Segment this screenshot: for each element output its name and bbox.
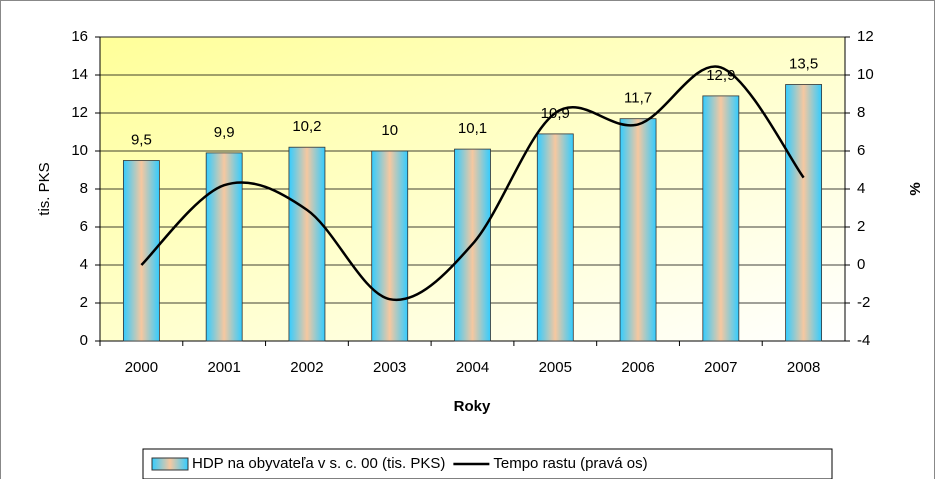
x-axis-label: Roky — [454, 398, 491, 415]
y2-tick-label: -4 — [857, 332, 870, 349]
data-label: 10,1 — [458, 120, 487, 137]
y-tick-label: 8 — [80, 180, 88, 197]
bar — [205, 152, 243, 342]
x-tick-label: 2000 — [125, 359, 158, 376]
line — [140, 65, 805, 302]
x-tick-label: 2007 — [704, 359, 737, 376]
data-label: 10,2 — [292, 118, 321, 135]
data-label: 9,9 — [214, 124, 235, 141]
y-tick-label: 10 — [71, 142, 88, 159]
bar — [702, 95, 740, 342]
data-label: 10 — [381, 122, 398, 139]
y-tick-label: 4 — [80, 256, 88, 273]
y2-tick-label: 2 — [857, 218, 865, 235]
x-tick-label: 2001 — [207, 359, 240, 376]
legend-swatch — [151, 457, 189, 471]
y2-tick-label: 10 — [857, 66, 874, 83]
data-label: 11,7 — [624, 90, 652, 107]
x-tick-label: 2004 — [456, 359, 489, 376]
y2-tick-label: 4 — [857, 180, 865, 197]
y-tick-label: 0 — [80, 332, 88, 349]
bar — [288, 146, 326, 342]
y-axis-label: tis. PKS — [36, 162, 53, 215]
y2-tick-label: 6 — [857, 142, 865, 159]
x-tick-label: 2008 — [787, 359, 820, 376]
legend-label: Tempo rastu (pravá os) — [493, 455, 647, 472]
y-tick-label: 2 — [80, 294, 88, 311]
y2-axis-label: % — [907, 182, 924, 195]
data-label: 9,5 — [131, 131, 152, 148]
x-tick-label: 2002 — [290, 359, 323, 376]
y2-tick-label: -2 — [857, 294, 870, 311]
y-tick-label: 12 — [71, 104, 88, 121]
data-label: 13,5 — [789, 55, 818, 72]
bar — [371, 150, 409, 342]
bar — [785, 84, 823, 342]
x-tick-label: 2003 — [373, 359, 406, 376]
x-tick-label: 2005 — [539, 359, 572, 376]
y2-tick-label: 8 — [857, 104, 865, 121]
bar — [619, 118, 657, 342]
data-label: 12,9 — [706, 67, 735, 84]
legend-label: HDP na obyvateľa v s. c. 00 (tis. PKS) — [192, 455, 445, 472]
x-tick-label: 2006 — [621, 359, 654, 376]
y-tick-label: 6 — [80, 218, 88, 235]
y2-tick-label: 0 — [857, 256, 865, 273]
y-tick-label: 16 — [71, 28, 88, 45]
y-tick-label: 14 — [71, 66, 88, 83]
y2-tick-label: 12 — [857, 28, 874, 45]
bar — [536, 133, 574, 342]
